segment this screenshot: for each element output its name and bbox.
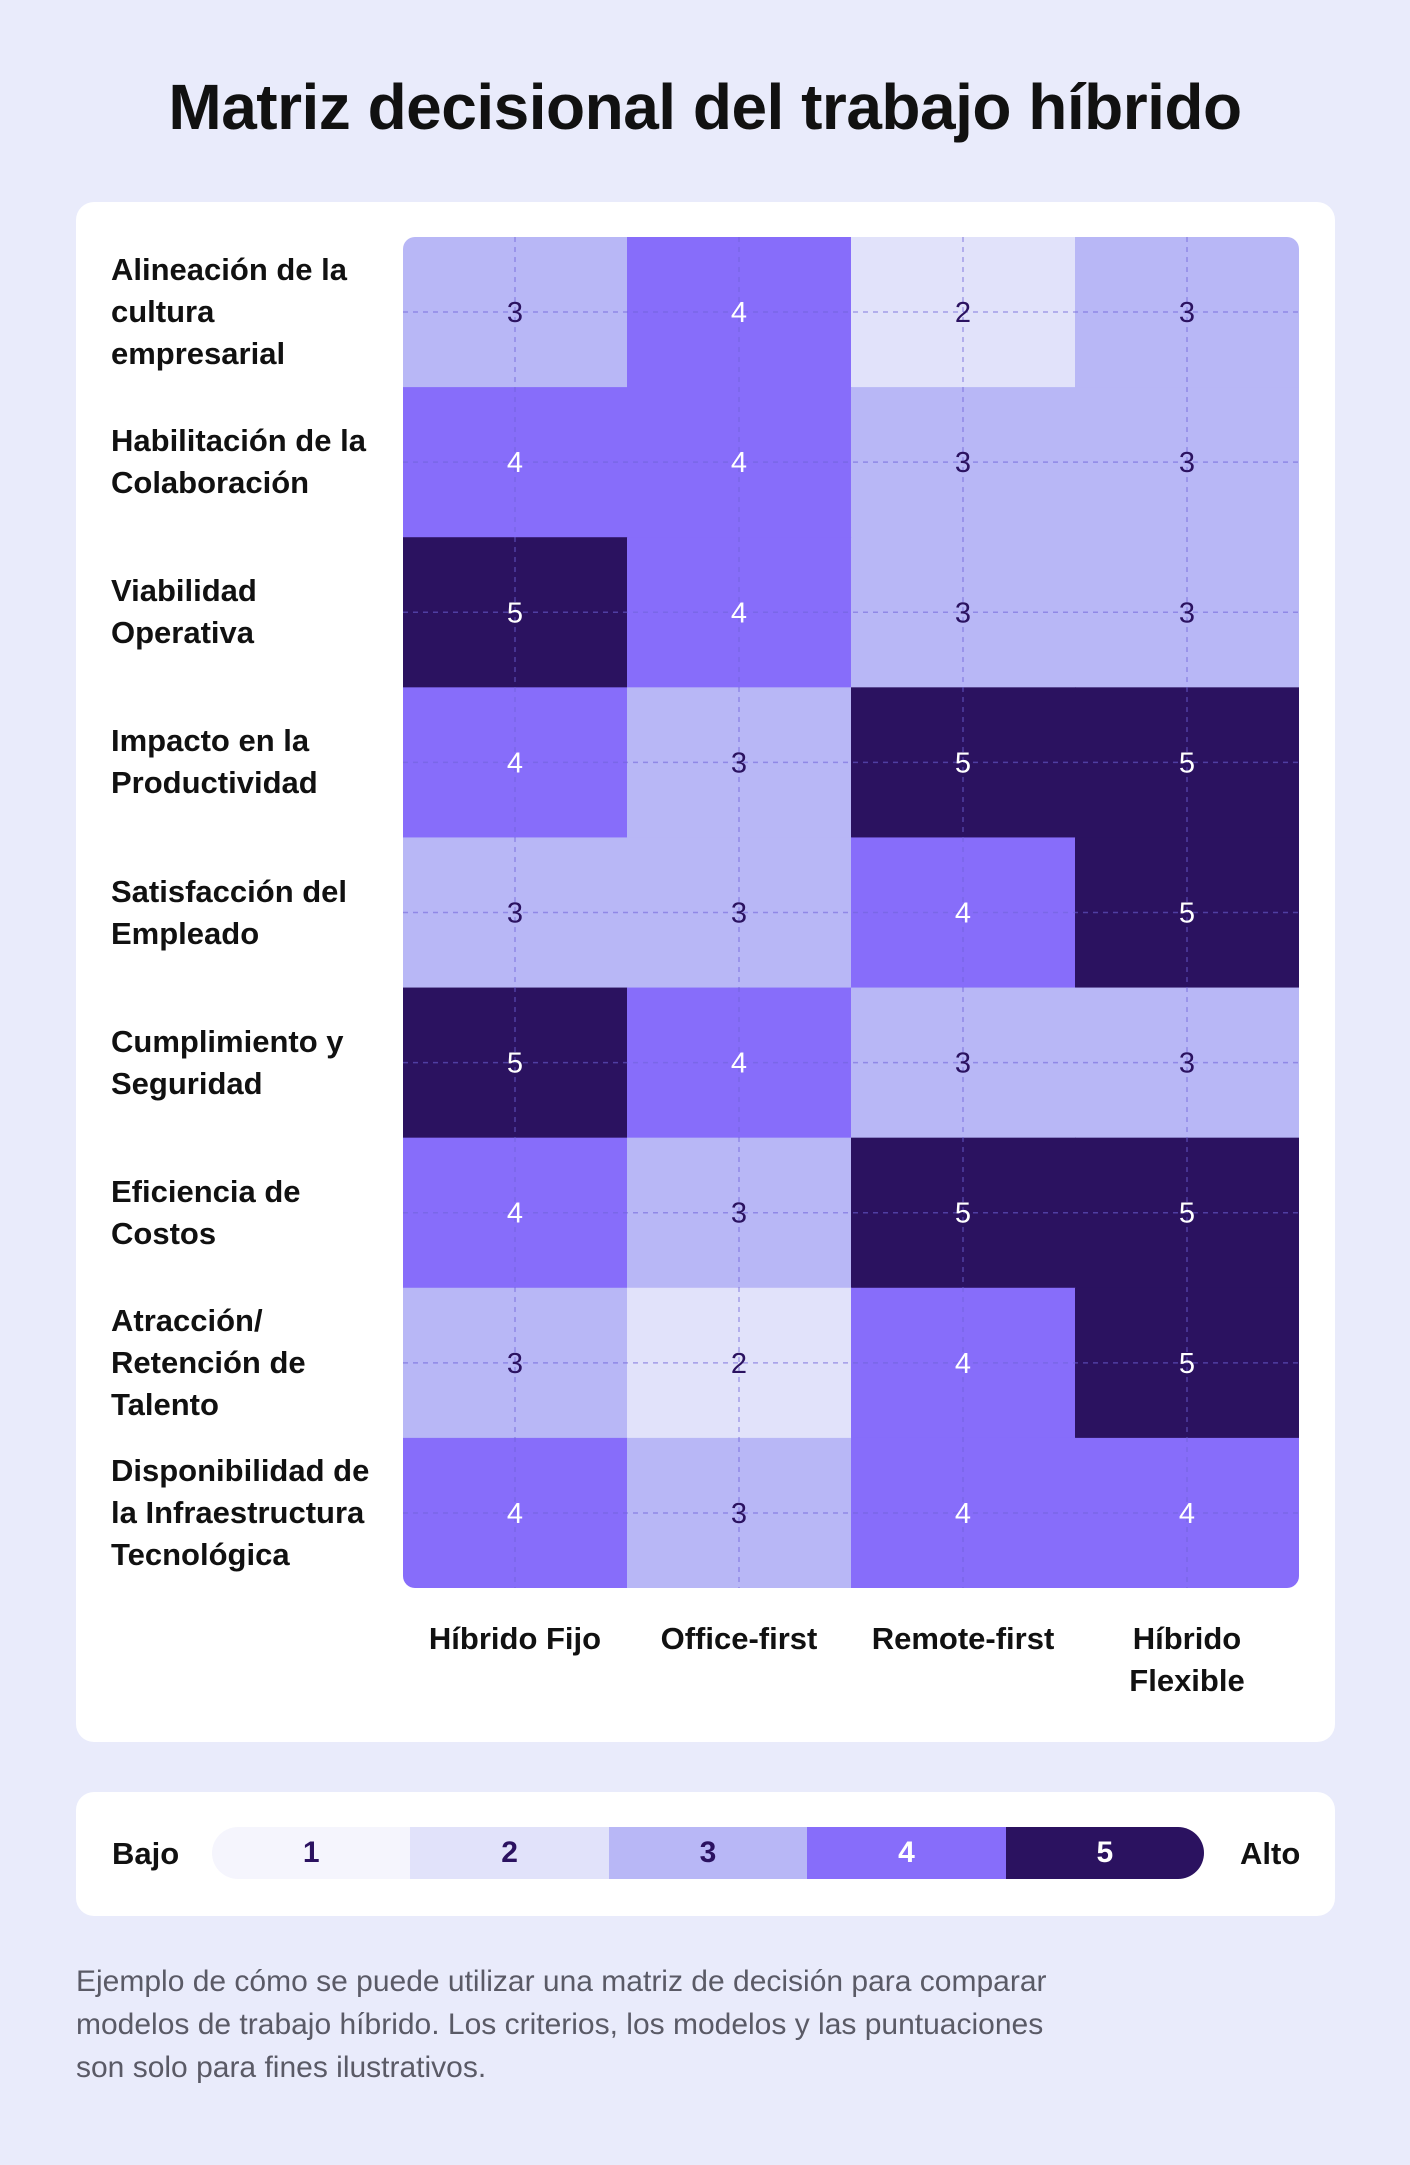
row-label: Viabilidad Operativa	[111, 573, 257, 651]
cell-value-label: 3	[1179, 1048, 1195, 1080]
cell-value-label: 3	[1179, 597, 1195, 629]
cell-value-label: 3	[731, 1198, 747, 1230]
column-label: Híbrido Fijo	[428, 1621, 602, 1656]
cell-value-label: 5	[1179, 747, 1195, 779]
heatmap-cells: 3 4 2 3 4 4 3 3 5 4 3 3 4 3 5 5 3 3 4 5 5 4 3 3 4 3 5 5 3 2 4 5 4 3 4 4	[403, 237, 1299, 1588]
cell-value-label: 4	[731, 597, 747, 629]
cell-value-label: 4	[955, 1348, 971, 1380]
cell-value-label: 4	[1179, 1498, 1195, 1530]
heatmap-chart: 3 4 2 3 4 4 3 3 5 4 3 3 4 3 5 5 3 3 4 5 5 4 3 3 4 3 5 5 3 2 4 5 4 3 4 4	[403, 237, 1299, 1588]
cell-value-label: 5	[1179, 898, 1195, 930]
cell-value-label: 3	[731, 898, 747, 930]
page-title: Matriz decisional del trabajo híbrido	[168, 71, 1242, 143]
cell-value-label: 4	[955, 1498, 971, 1530]
cell-value-label: 5	[507, 1048, 523, 1080]
row-label: Satisfacción del Empleado	[111, 873, 348, 951]
cell-value-label: 3	[731, 1498, 747, 1530]
cell-value-label: 5	[1179, 1348, 1195, 1380]
cell-value-label: 2	[731, 1348, 747, 1380]
legend-swatch: 5	[1005, 1827, 1204, 1879]
cell-value-label: 4	[731, 297, 747, 329]
cell-value-label: 4	[507, 447, 523, 479]
cell-value-label: 3	[955, 597, 971, 629]
legend-swatch: 4	[807, 1827, 1006, 1879]
legend-high-label: Alto	[1240, 1836, 1301, 1871]
legend-swatch: 2	[410, 1827, 609, 1879]
cell-value-label: 3	[731, 747, 747, 779]
cell-value-label: 3	[507, 898, 523, 930]
legend-low-label: Bajo	[112, 1836, 180, 1871]
column-label: Office-first	[660, 1621, 818, 1656]
column-label: Híbrido Flexible	[1129, 1621, 1245, 1698]
cell-value-label: 5	[1179, 1198, 1195, 1230]
cell-value-label: 3	[507, 297, 523, 329]
row-label: Alineación de la cultura empresarial	[111, 252, 348, 372]
cell-value-label: 4	[955, 898, 971, 930]
caption: Ejemplo de cómo se puede utilizar una ma…	[76, 1965, 1047, 2084]
cell-value-label: 4	[507, 747, 523, 779]
column-label: Remote-first	[871, 1621, 1055, 1656]
cell-value-label: 4	[507, 1498, 523, 1530]
cell-value-label: 5	[955, 747, 971, 779]
cell-value-label: 4	[731, 1048, 747, 1080]
row-label: Atracción/ Retención de Talento	[111, 1302, 306, 1422]
row-label: Habilitación de la Colaboración	[111, 423, 366, 501]
cell-value-label: 3	[507, 1348, 523, 1380]
row-label: Disponibilidad de la Infraestructura Tec…	[111, 1452, 370, 1572]
cell-value-label: 3	[1179, 297, 1195, 329]
cell-value-label: 3	[955, 447, 971, 479]
cell-value-label: 3	[955, 1048, 971, 1080]
legend-swatch: 3	[608, 1827, 808, 1879]
cell-value-label: 2	[955, 297, 971, 329]
legend-swatch: 1	[212, 1827, 411, 1879]
row-label: Impacto en la Productividad	[111, 723, 318, 801]
cell-value-label: 5	[507, 597, 523, 629]
cell-value-label: 4	[507, 1198, 523, 1230]
row-label: Eficiencia de Costos	[111, 1173, 301, 1251]
row-label: Cumplimiento y Seguridad	[111, 1023, 344, 1101]
cell-value-label: 3	[1179, 447, 1195, 479]
cell-value-label: 4	[731, 447, 747, 479]
cell-value-label: 5	[955, 1198, 971, 1230]
